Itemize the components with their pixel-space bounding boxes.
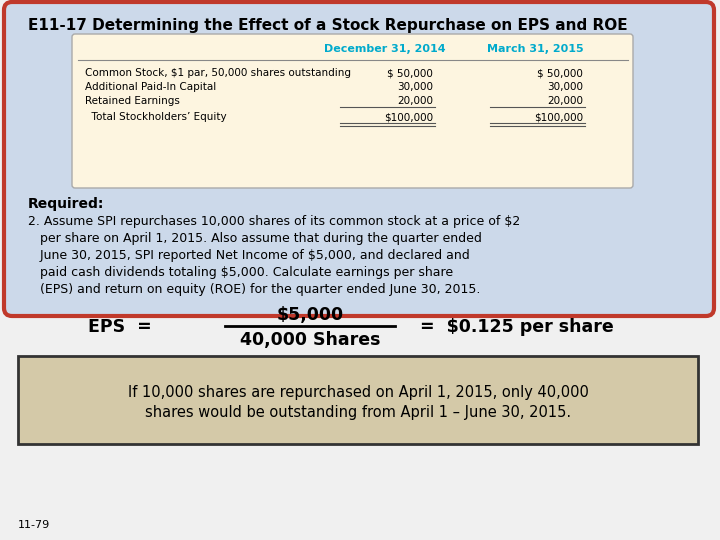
Text: December 31, 2014: December 31, 2014 bbox=[324, 44, 446, 54]
Text: EPS  =: EPS = bbox=[88, 318, 152, 336]
Text: $100,000: $100,000 bbox=[384, 112, 433, 122]
Text: 11-79: 11-79 bbox=[18, 520, 50, 530]
Text: $ 50,000: $ 50,000 bbox=[387, 68, 433, 78]
Text: (EPS) and return on equity (ROE) for the quarter ended June 30, 2015.: (EPS) and return on equity (ROE) for the… bbox=[28, 283, 480, 296]
Text: $5,000: $5,000 bbox=[276, 306, 343, 324]
Text: Additional Paid-In Capital: Additional Paid-In Capital bbox=[85, 82, 216, 92]
Text: 20,000: 20,000 bbox=[397, 96, 433, 106]
Text: E11-17 Determining the Effect of a Stock Repurchase on EPS and ROE: E11-17 Determining the Effect of a Stock… bbox=[28, 18, 628, 33]
Text: March 31, 2015: March 31, 2015 bbox=[487, 44, 583, 54]
FancyBboxPatch shape bbox=[18, 356, 698, 444]
Text: 2. Assume SPI repurchases 10,000 shares of its common stock at a price of $2: 2. Assume SPI repurchases 10,000 shares … bbox=[28, 215, 521, 228]
Text: If 10,000 shares are repurchased on April 1, 2015, only 40,000: If 10,000 shares are repurchased on Apri… bbox=[127, 384, 588, 400]
Text: Total Stockholders’ Equity: Total Stockholders’ Equity bbox=[85, 112, 227, 122]
Text: Common Stock, $1 par, 50,000 shares outstanding: Common Stock, $1 par, 50,000 shares outs… bbox=[85, 68, 351, 78]
FancyBboxPatch shape bbox=[4, 2, 714, 316]
Text: 20,000: 20,000 bbox=[547, 96, 583, 106]
Text: $100,000: $100,000 bbox=[534, 112, 583, 122]
Text: 30,000: 30,000 bbox=[547, 82, 583, 92]
Text: $ 50,000: $ 50,000 bbox=[537, 68, 583, 78]
Text: 40,000 Shares: 40,000 Shares bbox=[240, 331, 380, 349]
Text: =  $0.125 per share: = $0.125 per share bbox=[420, 318, 613, 336]
Text: per share on April 1, 2015. Also assume that during the quarter ended: per share on April 1, 2015. Also assume … bbox=[28, 232, 482, 245]
Text: 30,000: 30,000 bbox=[397, 82, 433, 92]
Text: Retained Earnings: Retained Earnings bbox=[85, 96, 180, 106]
Text: paid cash dividends totaling $5,000. Calculate earnings per share: paid cash dividends totaling $5,000. Cal… bbox=[28, 266, 453, 279]
Text: Required:: Required: bbox=[28, 197, 104, 211]
Text: shares would be outstanding from April 1 – June 30, 2015.: shares would be outstanding from April 1… bbox=[145, 404, 571, 420]
Text: June 30, 2015, SPI reported Net Income of $5,000, and declared and: June 30, 2015, SPI reported Net Income o… bbox=[28, 249, 469, 262]
FancyBboxPatch shape bbox=[72, 34, 633, 188]
